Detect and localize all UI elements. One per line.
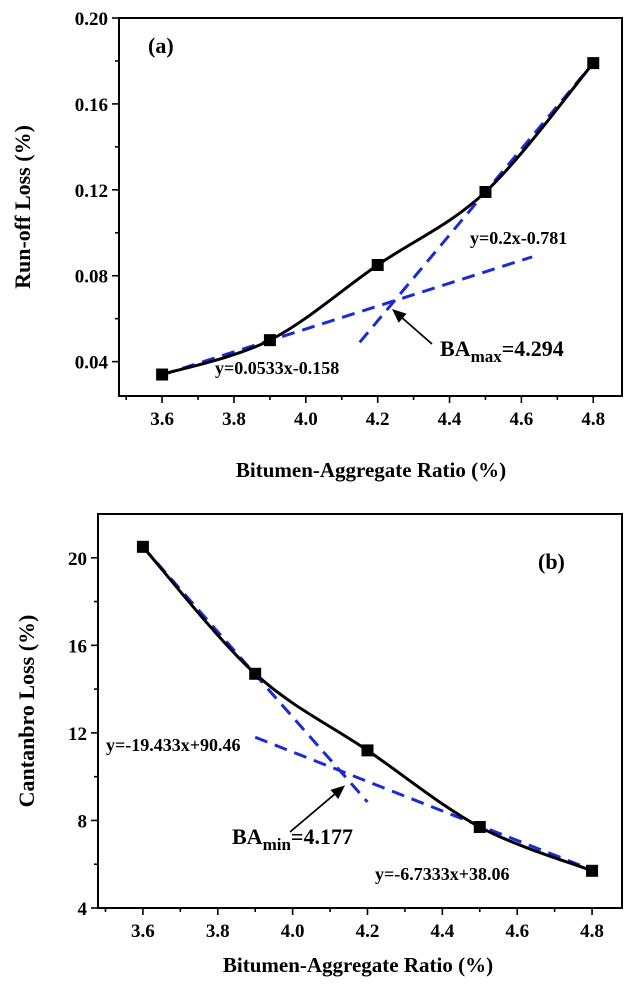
x-tick-label: 4.0	[281, 921, 305, 942]
panel-b-plot-frame	[97, 513, 623, 909]
panel-a-ticks: 3.6 3.8 4.0 4.2 4.4 4.6 4.8 0.04 0.08 0.12 0.16 0.2…	[75, 9, 605, 430]
panel-a-series	[156, 57, 600, 381]
panel-a-ba-value: =4.294	[502, 336, 564, 361]
panel-a-ba-annotation: BAmax=4.294	[392, 309, 564, 366]
panel-a-y-axis-label: Run-off Loss (%)	[10, 125, 35, 289]
panel-a-fit-equation-1: y=0.0533x-0.158	[215, 358, 339, 378]
x-tick-label: 4.8	[580, 921, 604, 942]
x-tick-label: 4.4	[438, 409, 462, 430]
panel-b-fit-equation-2: y=-6.7333x+38.06	[375, 864, 510, 884]
x-tick-label: 4.2	[356, 921, 380, 942]
panel-b-x-axis-label: Bitumen-Aggregate Ratio (%)	[223, 953, 493, 977]
panel-a-ba-base: BA	[440, 336, 471, 361]
panel-a-label: (a)	[148, 33, 174, 58]
y-tick-label: 0.12	[75, 181, 108, 202]
x-tick-label: 3.8	[206, 921, 230, 942]
panel-a-fit-lines	[161, 62, 595, 377]
panel-a-plot-frame	[118, 17, 623, 397]
y-tick-label: 0.20	[75, 9, 108, 30]
fit-line-2	[254, 735, 593, 872]
panel-b-cantanbro-loss: 3.6 3.8 4.0 4.2 4.4 4.6 4.8 4 8 12 16 20 (b) y=-19.…	[14, 513, 623, 977]
y-tick-label: 0.08	[75, 267, 108, 288]
x-tick-label: 3.6	[150, 409, 174, 430]
x-tick-label: 4.0	[294, 409, 318, 430]
data-point-4.5	[473, 821, 486, 834]
data-point-4.2	[371, 258, 384, 271]
y-tick-label: 0.04	[75, 353, 109, 374]
panel-a-ba-subscript: max	[471, 347, 503, 366]
panel-a-x-axis-label: Bitumen-Aggregate Ratio (%)	[236, 458, 506, 482]
panel-a-arrowhead	[392, 309, 407, 323]
x-tick-label: 4.6	[505, 921, 529, 942]
x-tick-label: 3.8	[222, 409, 246, 430]
data-point-4.8	[587, 57, 600, 70]
x-tick-label: 4.6	[510, 409, 534, 430]
panel-a-ba-max-label: BAmax=4.294	[440, 336, 564, 366]
x-tick-label: 4.8	[581, 409, 605, 430]
panel-b-ticks: 3.6 3.8 4.0 4.2 4.4 4.6 4.8 4 8 12 16 20	[68, 549, 604, 942]
data-point-3.9	[249, 667, 262, 680]
panel-b-ba-min-label: BAmin=4.177	[232, 824, 353, 854]
data-point-3.9	[263, 334, 276, 347]
panel-a-arrow	[401, 317, 433, 345]
x-tick-label: 4.4	[430, 921, 454, 942]
panel-b-ba-value: =4.177	[291, 824, 353, 849]
panel-a-fit-equation-2: y=0.2x-0.781	[470, 228, 567, 248]
y-tick-label: 0.16	[75, 95, 108, 116]
panel-b-series	[136, 540, 599, 877]
panel-a-run-off-loss: 3.6 3.8 4.0 4.2 4.4 4.6 4.8 0.04 0.08 0.12 0.16 0.2…	[10, 9, 623, 482]
measured-curve	[161, 62, 595, 376]
y-tick-label: 12	[68, 724, 87, 745]
panel-b-fit-equation-1: y=-19.433x+90.46	[106, 735, 241, 755]
x-tick-label: 3.6	[131, 921, 155, 942]
data-point-4.5	[479, 185, 492, 198]
panel-b-ba-base: BA	[232, 824, 263, 849]
y-tick-label: 8	[78, 811, 88, 832]
panel-b-ba-subscript: min	[263, 835, 292, 854]
measured-curve	[141, 545, 593, 873]
panel-b-y-axis-label: Cantanbro Loss (%)	[14, 615, 39, 808]
data-point-3.6	[156, 368, 169, 381]
fit-line-2	[358, 62, 595, 344]
data-point-3.6	[136, 540, 149, 553]
data-point-4.8	[586, 864, 599, 877]
panel-b-fit-lines	[141, 545, 593, 872]
fit-line-1	[161, 255, 533, 377]
panel-b-arrow	[289, 793, 335, 833]
y-tick-label: 20	[68, 549, 87, 570]
y-tick-label: 16	[68, 636, 87, 657]
y-tick-label: 4	[78, 899, 88, 920]
data-point-4.2	[361, 744, 374, 757]
panel-b-ba-annotation: BAmin=4.177	[232, 785, 353, 854]
x-tick-label: 4.2	[366, 409, 390, 430]
panel-b-label: (b)	[538, 549, 565, 574]
panel-b-arrowhead	[330, 785, 346, 800]
